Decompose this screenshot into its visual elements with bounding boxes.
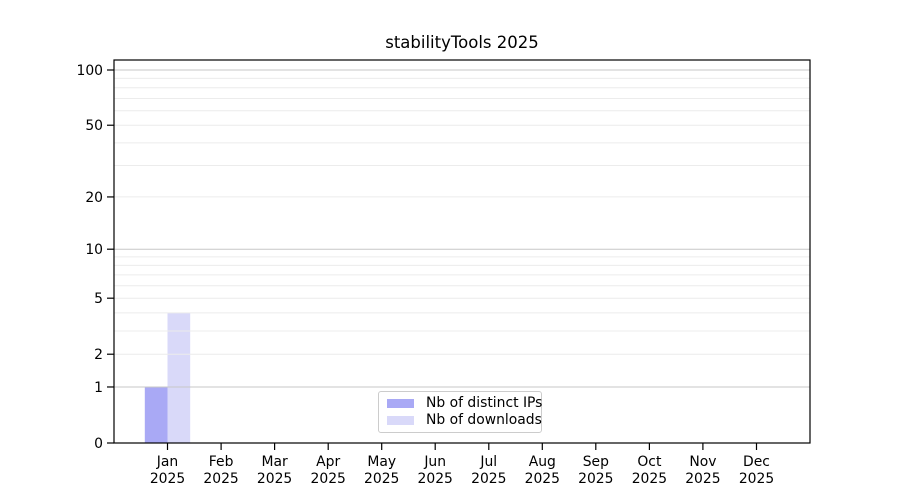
x-tick-label-year: 2025 [739, 471, 774, 487]
bar-downloads-jan [167, 312, 191, 443]
x-tick-label-month: Nov [689, 454, 716, 470]
x-tick-label-year: 2025 [525, 471, 560, 487]
y-tick-label: 2 [94, 347, 103, 363]
x-tick-label-month: Sep [583, 454, 609, 470]
legend: Nb of distinct IPs Nb of downloads [378, 391, 542, 433]
legend-label-downloads: Nb of downloads [426, 412, 542, 428]
x-tick-label-month: May [367, 454, 396, 470]
y-tick-label: 5 [94, 291, 103, 307]
chart-title: stabilityTools 2025 [385, 33, 539, 52]
x-tick-label-year: 2025 [150, 471, 185, 487]
x-tick-label-year: 2025 [257, 471, 292, 487]
x-tick-label-month: Apr [316, 454, 340, 470]
x-tick-label-year: 2025 [203, 471, 238, 487]
x-tick-label-month: Feb [209, 454, 234, 470]
x-tick-label-year: 2025 [364, 471, 399, 487]
x-tick-label-year: 2025 [311, 471, 346, 487]
x-tick-label-year: 2025 [578, 471, 613, 487]
y-tick-label: 0 [94, 436, 103, 452]
legend-row-downloads: Nb of downloads [387, 412, 542, 429]
legend-swatch-distinct-ips-icon [387, 399, 414, 408]
y-tick-label: 50 [85, 118, 103, 134]
x-tick-label-month: Jun [423, 454, 446, 470]
y-tick-label: 10 [85, 242, 103, 258]
y-tick-label: 100 [76, 63, 103, 79]
x-tick-label-month: Oct [637, 454, 662, 470]
y-tick-label: 20 [85, 190, 103, 206]
x-tick-label-month: Aug [529, 454, 556, 470]
legend-row-distinct-ips: Nb of distinct IPs [387, 395, 542, 412]
legend-swatch-downloads-icon [387, 416, 414, 425]
x-tick-label-month: Jan [156, 454, 178, 470]
legend-label-distinct-ips: Nb of distinct IPs [426, 395, 543, 411]
x-tick-label-month: Mar [261, 454, 287, 470]
x-tick-label-year: 2025 [471, 471, 506, 487]
x-tick-label-year: 2025 [418, 471, 453, 487]
x-tick-label-year: 2025 [685, 471, 720, 487]
x-tick-label-year: 2025 [632, 471, 667, 487]
bar-distinct-ips-jan [144, 387, 168, 443]
plot-border [113, 59, 811, 444]
x-tick-label-month: Jul [479, 454, 497, 470]
y-tick-label: 1 [94, 380, 103, 396]
x-tick-label-month: Dec [743, 454, 770, 470]
